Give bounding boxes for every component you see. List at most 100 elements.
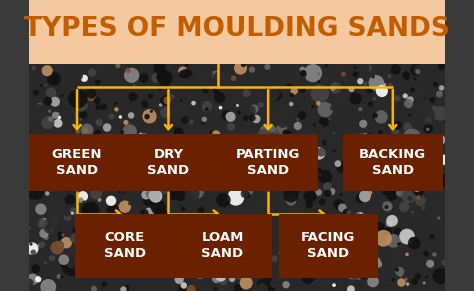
Point: [64, 213, 71, 217]
Point: [44, 172, 52, 177]
Point: [38, 242, 46, 247]
Point: [46, 153, 54, 158]
Point: [421, 162, 429, 167]
Point: [118, 187, 126, 191]
Point: [371, 96, 378, 101]
Point: [265, 244, 273, 248]
Point: [315, 72, 322, 76]
Point: [359, 217, 366, 221]
Point: [422, 113, 430, 118]
Point: [301, 141, 309, 146]
Point: [377, 130, 384, 134]
Point: [263, 85, 270, 90]
Point: [199, 121, 207, 126]
Text: TYPES OF MOULDING SANDS: TYPES OF MOULDING SANDS: [24, 16, 450, 42]
Point: [304, 259, 311, 263]
Point: [420, 97, 428, 102]
Point: [232, 195, 239, 200]
Point: [328, 189, 336, 194]
Point: [298, 113, 306, 118]
Point: [197, 150, 205, 155]
Point: [378, 89, 386, 93]
Point: [55, 274, 63, 279]
Point: [426, 141, 434, 146]
Point: [397, 273, 404, 278]
Point: [94, 131, 101, 135]
Point: [345, 180, 352, 184]
Point: [222, 180, 229, 184]
Point: [49, 167, 57, 171]
Point: [287, 256, 295, 260]
Point: [201, 117, 208, 122]
Point: [413, 171, 420, 175]
Point: [409, 237, 416, 242]
Point: [249, 288, 257, 291]
Point: [42, 235, 50, 240]
Point: [160, 186, 168, 190]
Point: [45, 285, 52, 289]
Point: [149, 262, 157, 267]
Point: [321, 140, 329, 145]
Point: [224, 149, 231, 154]
Point: [273, 130, 281, 135]
Point: [126, 162, 134, 167]
Point: [126, 201, 134, 206]
Point: [108, 114, 115, 119]
Point: [142, 192, 150, 197]
Point: [433, 179, 441, 184]
Point: [272, 159, 279, 164]
Point: [248, 116, 256, 120]
Point: [182, 252, 189, 257]
Point: [80, 200, 88, 204]
Point: [196, 269, 203, 273]
Point: [129, 239, 137, 244]
Point: [166, 159, 173, 164]
Point: [424, 127, 431, 132]
Point: [386, 204, 394, 209]
Point: [422, 173, 430, 178]
Point: [67, 255, 74, 260]
Point: [180, 116, 187, 121]
Point: [234, 103, 241, 108]
Point: [90, 272, 98, 277]
Point: [246, 139, 254, 144]
Point: [82, 173, 89, 177]
Point: [74, 129, 82, 134]
Point: [242, 159, 249, 164]
Point: [330, 140, 338, 145]
Point: [315, 190, 322, 195]
Text: DRY
SAND: DRY SAND: [147, 148, 190, 177]
Point: [223, 102, 231, 107]
Point: [90, 230, 97, 234]
Point: [105, 123, 113, 128]
Point: [334, 161, 342, 166]
Point: [227, 114, 234, 119]
Point: [309, 71, 317, 75]
Point: [47, 228, 55, 232]
Point: [177, 98, 185, 103]
Point: [369, 260, 377, 264]
Point: [413, 157, 421, 162]
Point: [167, 129, 175, 133]
Point: [96, 173, 103, 177]
Point: [30, 66, 37, 70]
Point: [66, 197, 73, 202]
Point: [143, 114, 151, 119]
Point: [202, 88, 210, 92]
Point: [219, 278, 227, 283]
Point: [382, 225, 389, 230]
Point: [145, 198, 153, 203]
Point: [358, 136, 365, 141]
Point: [213, 276, 220, 281]
Point: [350, 220, 358, 225]
Point: [197, 208, 205, 213]
Point: [212, 88, 220, 93]
Point: [321, 175, 329, 179]
Point: [248, 67, 256, 72]
Point: [257, 102, 264, 107]
Point: [229, 230, 237, 234]
Point: [208, 227, 215, 232]
Point: [138, 252, 146, 257]
Point: [310, 122, 318, 127]
Point: [242, 281, 250, 285]
